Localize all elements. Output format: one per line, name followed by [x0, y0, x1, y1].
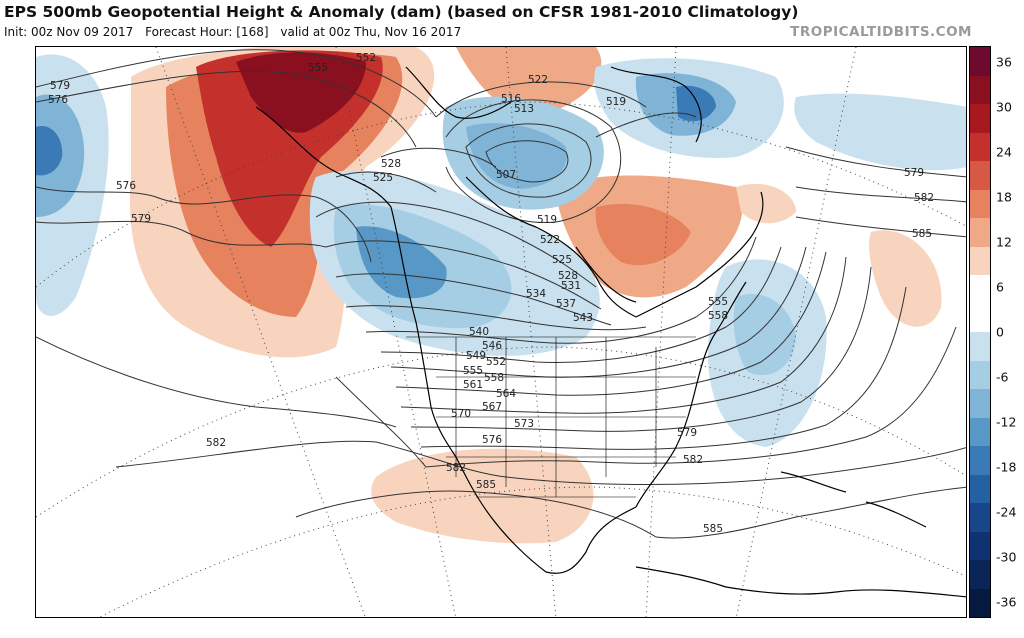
- contour-label: 522: [540, 234, 560, 246]
- contour-label: 570: [451, 408, 471, 420]
- contour-label: 525: [552, 254, 572, 266]
- colorbar-segment: [970, 47, 990, 76]
- brand-watermark: TROPICALTIDBITS.COM: [790, 24, 972, 40]
- contour-label: 567: [482, 401, 502, 413]
- contour-label: 555: [308, 62, 328, 74]
- colorbar-segment: [970, 560, 990, 589]
- contour-label: 579: [904, 167, 924, 179]
- height-contours: [36, 49, 966, 539]
- colorbar-segment: [970, 161, 990, 190]
- anomaly-colorbar: [969, 46, 991, 618]
- colorbar-segment: [970, 189, 990, 218]
- contour-label: 534: [526, 288, 546, 300]
- colorbar-segment: [970, 417, 990, 446]
- contour-labels: 579 576 576 579 555 552 522 516 513 519 …: [48, 52, 934, 535]
- contour-label: 519: [537, 214, 557, 226]
- contour-label: 576: [482, 434, 502, 446]
- colorbar-tick: -30: [996, 549, 1017, 565]
- valid-time: valid at 00z Thu, Nov 16 2017: [280, 25, 462, 39]
- contour-label: 585: [912, 228, 932, 240]
- contour-label: 582: [446, 462, 466, 474]
- graticule: [36, 47, 966, 617]
- colorbar-segment: [970, 588, 990, 617]
- contour-label: 579: [50, 80, 70, 92]
- colorbar-tick: -36: [996, 594, 1017, 610]
- colorbar-tick: 30: [996, 99, 1012, 115]
- colorbar-tick: 36: [996, 54, 1012, 70]
- colorbar-segment: [970, 303, 990, 332]
- colorbar-segment: [970, 531, 990, 560]
- contour-label: 513: [514, 103, 534, 115]
- colorbar-segment: [970, 446, 990, 475]
- contour-label: 540: [469, 326, 489, 338]
- colorbar-segment: [970, 132, 990, 161]
- contour-label: 555: [708, 296, 728, 308]
- contour-label: 561: [463, 379, 483, 391]
- contour-label: 579: [677, 427, 697, 439]
- contour-label: 552: [486, 356, 506, 368]
- map-canvas: 579 576 576 579 555 552 522 516 513 519 …: [36, 47, 966, 617]
- colorbar-segment: [970, 332, 990, 361]
- contour-label: 585: [476, 479, 496, 491]
- contour-label: 582: [683, 454, 703, 466]
- contour-label: 576: [116, 180, 136, 192]
- colorbar-tick: -12: [996, 414, 1017, 430]
- colorbar-segment: [970, 75, 990, 104]
- run-info: Init: 00z Nov 09 2017 Forecast Hour: [16…: [4, 25, 469, 39]
- contour-label: 585: [703, 523, 723, 535]
- colorbar-tick-labels: 36 30 24 18 12 6 0 -6 -12 -18 -24 -30 -36: [994, 46, 1024, 618]
- contour-label: 537: [556, 298, 576, 310]
- contour-label: 528: [381, 158, 401, 170]
- colorbar-segment: [970, 503, 990, 532]
- colorbar-tick: 12: [996, 234, 1012, 250]
- contour-label: 564: [496, 388, 516, 400]
- contour-label: 507: [496, 169, 516, 181]
- colorbar-segment: [970, 389, 990, 418]
- coastlines: [255, 66, 966, 598]
- contour-label: 558: [708, 310, 728, 322]
- contour-label: 555: [463, 365, 483, 377]
- contour-label: 552: [356, 52, 376, 64]
- contour-label: 579: [131, 213, 151, 225]
- contour-label: 576: [48, 94, 68, 106]
- contour-label: 546: [482, 340, 502, 352]
- colorbar-tick: 18: [996, 189, 1012, 205]
- colorbar-segment: [970, 275, 990, 304]
- colorbar-tick: -24: [996, 504, 1017, 520]
- political-borders: [406, 336, 696, 498]
- colorbar-tick: 24: [996, 144, 1012, 160]
- positive-anomaly-shading: [129, 47, 942, 544]
- contour-label: 531: [561, 280, 581, 292]
- chart-title: EPS 500mb Geopotential Height & Anomaly …: [4, 3, 799, 21]
- contour-label: 522: [528, 74, 548, 86]
- colorbar-tick: -6: [996, 369, 1009, 385]
- contour-label: 519: [606, 96, 626, 108]
- contour-label: 573: [514, 418, 534, 430]
- contour-label: 525: [373, 172, 393, 184]
- colorbar-tick: -18: [996, 459, 1017, 475]
- colorbar-segment: [970, 246, 990, 275]
- colorbar-segment: [970, 360, 990, 389]
- negative-anomaly-shading: [36, 54, 966, 447]
- colorbar-tick: 0: [996, 324, 1004, 340]
- forecast-hour: Forecast Hour: [168]: [145, 25, 269, 39]
- colorbar-segment: [970, 218, 990, 247]
- colorbar-tick: 6: [996, 279, 1004, 295]
- anomaly-map: 579 576 576 579 555 552 522 516 513 519 …: [35, 46, 967, 618]
- init-time: Init: 00z Nov 09 2017: [4, 25, 134, 39]
- contour-label: 543: [573, 312, 593, 324]
- contour-label: 558: [484, 372, 504, 384]
- colorbar-segment: [970, 104, 990, 133]
- contour-label: 549: [466, 350, 486, 362]
- colorbar-segment: [970, 474, 990, 503]
- contour-label: 516: [501, 93, 521, 105]
- contour-label: 582: [206, 437, 226, 449]
- contour-label: 528: [558, 270, 578, 282]
- contour-label: 582: [914, 192, 934, 204]
